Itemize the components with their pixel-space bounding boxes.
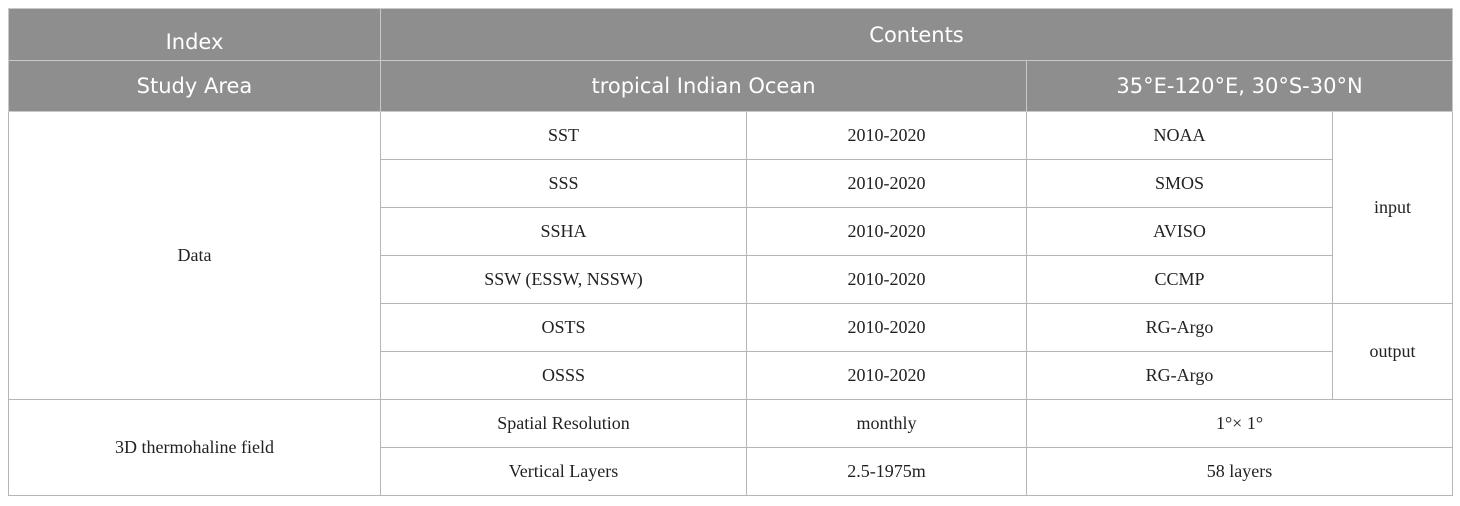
role-cell: input xyxy=(1331,111,1454,304)
cell: OSSS xyxy=(380,351,747,400)
cell: 2010-2020 xyxy=(746,351,1027,400)
cell: 2010-2020 xyxy=(746,255,1027,304)
cell: SSS xyxy=(380,159,747,208)
header-cell: 35°E-120°E, 30°S-30°N xyxy=(1025,60,1454,112)
data-table: Index Contents Study Area tropical India… xyxy=(8,8,1454,496)
header-cell: tropical Indian Ocean xyxy=(380,60,1027,112)
cell: 2010-2020 xyxy=(746,111,1027,160)
header-cell: Index xyxy=(8,8,381,61)
cell: AVISO xyxy=(1026,207,1333,256)
row-label: Data xyxy=(8,111,381,400)
header-cell: Contents xyxy=(379,8,1454,61)
cell: RG-Argo xyxy=(1026,351,1333,400)
header-cell: Study Area xyxy=(8,60,381,112)
cell: 2.5-1975m xyxy=(746,447,1027,496)
cell: SST xyxy=(380,111,747,160)
cell: OSTS xyxy=(380,303,747,352)
role-cell: output xyxy=(1331,303,1454,400)
cell: Spatial Resolution xyxy=(380,399,747,448)
cell: SSHA xyxy=(380,207,747,256)
cell: 2010-2020 xyxy=(746,207,1027,256)
cell: 1°× 1° xyxy=(1025,399,1454,448)
row-label: 3D thermohaline field xyxy=(8,399,381,496)
cell: Vertical Layers xyxy=(380,447,747,496)
cell: RG-Argo xyxy=(1026,303,1333,352)
cell: NOAA xyxy=(1026,111,1333,160)
cell: SMOS xyxy=(1026,159,1333,208)
cell: monthly xyxy=(746,399,1027,448)
cell: 58 layers xyxy=(1025,447,1454,496)
cell: CCMP xyxy=(1026,255,1333,304)
cell: SSW (ESSW, NSSW) xyxy=(380,255,747,304)
cell: 2010-2020 xyxy=(746,159,1027,208)
cell: 2010-2020 xyxy=(746,303,1027,352)
